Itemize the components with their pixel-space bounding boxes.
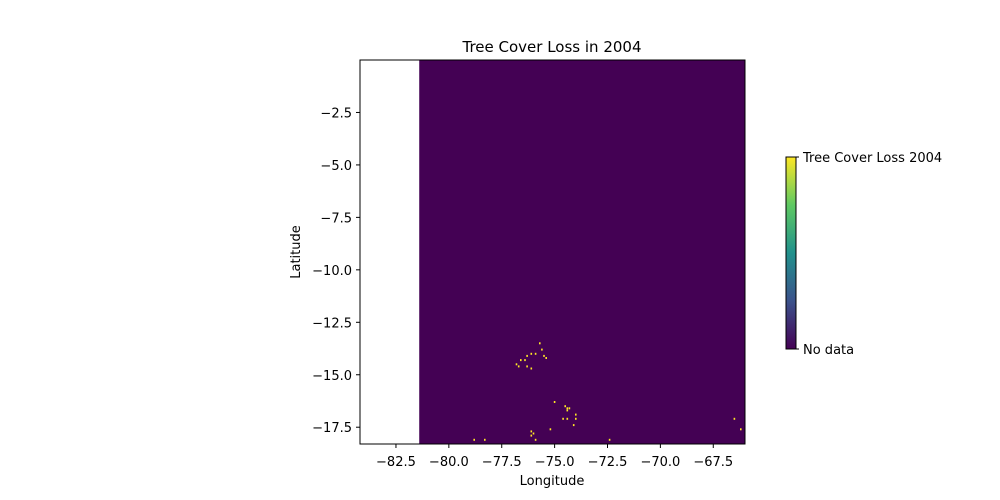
x-tick-label: −77.5 [482,455,522,470]
x-tick-label: −67.5 [693,455,733,470]
loss-pixel [530,352,533,355]
loss-pixel [545,357,547,359]
y-axis: −2.5 −5.0 −7.5 −10.0 −12.5 −15.0 −17.5 [312,106,360,436]
loss-pixel [520,359,522,362]
loss-pixel [524,359,526,362]
y-tick-label: −15.0 [312,369,352,384]
loss-pixel [608,438,611,441]
loss-pixel [549,428,552,431]
x-tick-label: −72.5 [588,455,628,470]
loss-pixel [534,352,537,355]
loss-pixel [526,365,528,368]
loss-pixel [473,438,475,441]
loss-pixel [530,434,533,437]
loss-pixel [740,428,742,431]
y-tick-label: −17.5 [312,421,352,436]
loss-pixel [575,413,577,416]
plot-frame [359,59,746,445]
raster-no-data-fill [419,60,745,444]
loss-pixel [566,407,569,410]
x-tick-label: −80.0 [429,455,469,470]
y-tick-label: −12.5 [312,316,352,331]
y-tick-label: −2.5 [320,106,352,121]
x-axis: −82.5 −80.0 −77.5 −75.0 −72.5 −70.0 −67.5 [376,444,733,470]
loss-pixel [733,417,736,420]
colorbar: Tree Cover Loss 2004 No data [785,151,942,358]
loss-pixel [543,354,545,357]
y-tick-label: −10.0 [312,264,352,279]
x-tick-label: −70.0 [640,455,680,470]
loss-pixel [484,438,486,441]
map-area [359,59,746,445]
loss-pixel [566,417,569,420]
loss-pixel [562,417,564,420]
loss-pixel [566,409,569,412]
y-tick-label: −7.5 [320,211,352,226]
loss-pixel-layer [473,342,742,441]
x-tick-label: −82.5 [376,455,416,470]
x-tick-label: −75.0 [535,455,575,470]
loss-pixel [515,363,518,366]
chart-title: Tree Cover Loss in 2004 [462,38,642,56]
y-tick-label: −5.0 [320,159,352,174]
loss-pixel [553,401,556,403]
loss-pixel [575,417,577,420]
loss-pixel [530,367,533,370]
loss-pixel [572,424,575,427]
colorbar-label-top: Tree Cover Loss 2004 [802,151,942,166]
loss-pixel [532,432,535,435]
loss-pixel [564,405,566,408]
y-axis-label: Latitude [289,225,304,279]
loss-pixel [517,365,520,368]
colorbar-label-bottom: No data [803,343,854,358]
loss-pixel [568,407,571,410]
loss-pixel [526,354,528,357]
loss-pixel [530,430,533,433]
x-axis-label: Longitude [520,474,585,489]
loss-pixel [541,348,543,351]
loss-pixel [534,438,537,441]
loss-pixel [539,342,541,345]
colorbar-gradient [785,156,797,350]
